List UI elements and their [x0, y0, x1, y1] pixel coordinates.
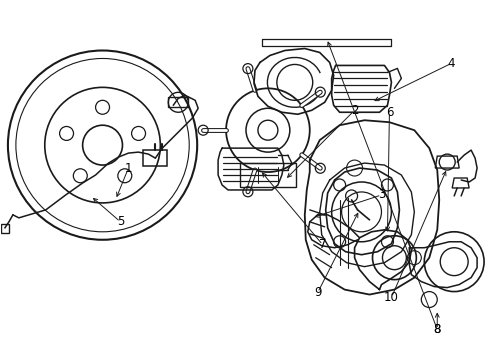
Text: 5: 5	[117, 215, 124, 228]
Text: 10: 10	[383, 291, 398, 304]
Text: 3: 3	[377, 188, 385, 202]
Text: 4: 4	[447, 57, 454, 70]
Text: 9: 9	[313, 286, 321, 299]
Text: 2: 2	[350, 104, 358, 117]
Text: 6: 6	[385, 106, 392, 119]
Text: 1: 1	[124, 162, 132, 175]
Text: 8: 8	[433, 323, 440, 336]
Text: 8: 8	[433, 323, 440, 336]
Text: 7: 7	[318, 238, 326, 251]
